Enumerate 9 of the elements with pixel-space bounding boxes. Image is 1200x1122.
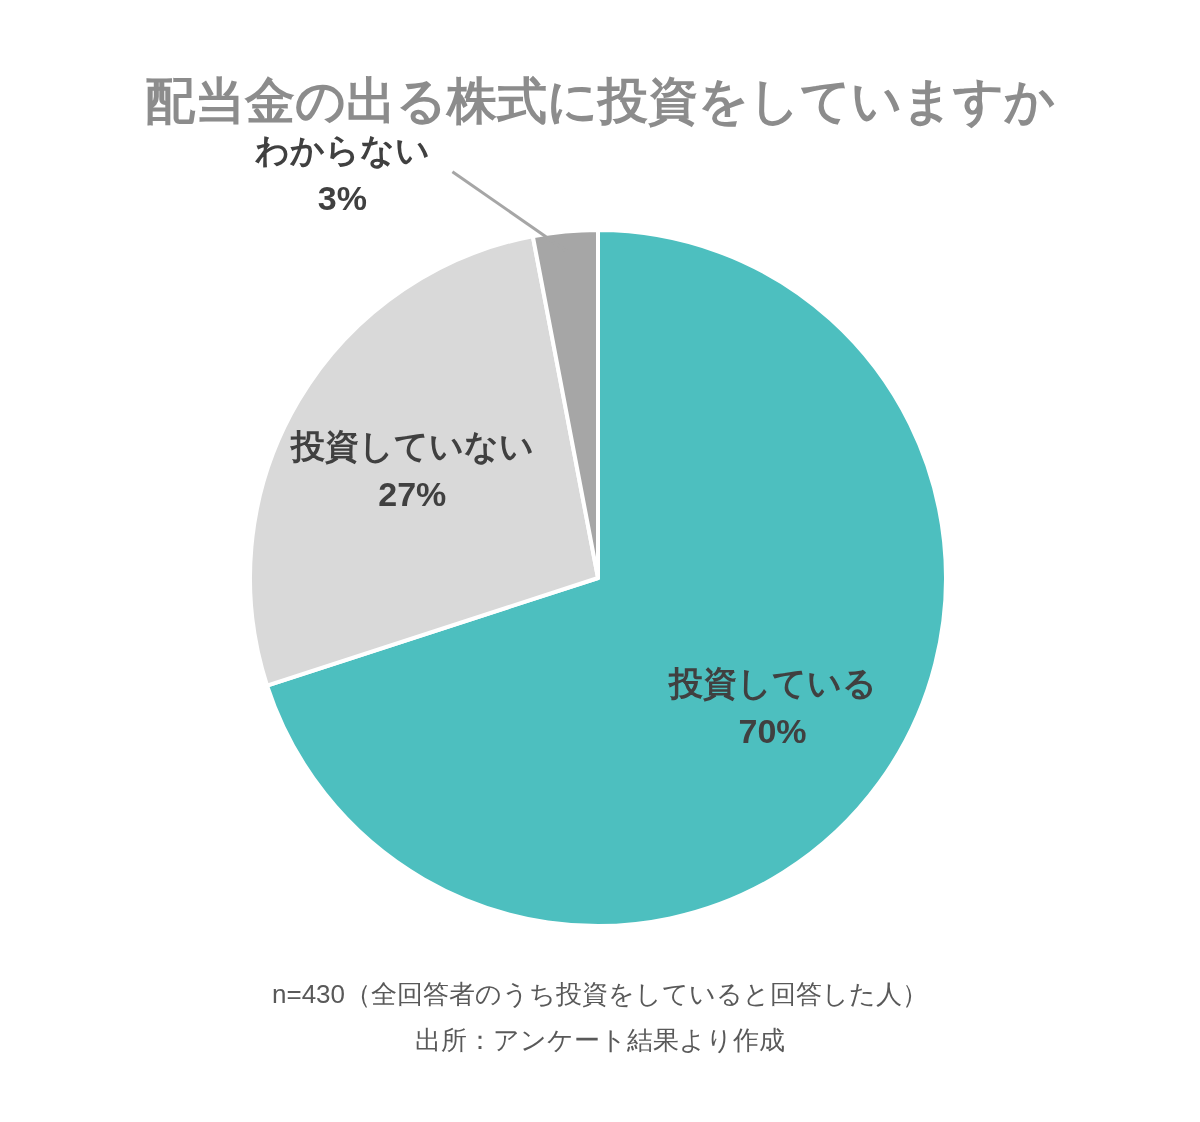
data-label: 3% [317,178,367,217]
text: 出所：アンケート結果より作成 [415,1025,785,1055]
slice-label: わからない [254,130,430,169]
slice-label: 投資していない [288,427,534,466]
chart-title: 配当金の出る株式に投資をしていますか [145,73,1055,129]
data-label: 27% [378,475,447,514]
data-label: 70% [738,711,807,750]
text: n=430（全回答者のうち投資をしていると回答した人） [271,979,929,1009]
slice-label: 投資している [666,663,877,702]
